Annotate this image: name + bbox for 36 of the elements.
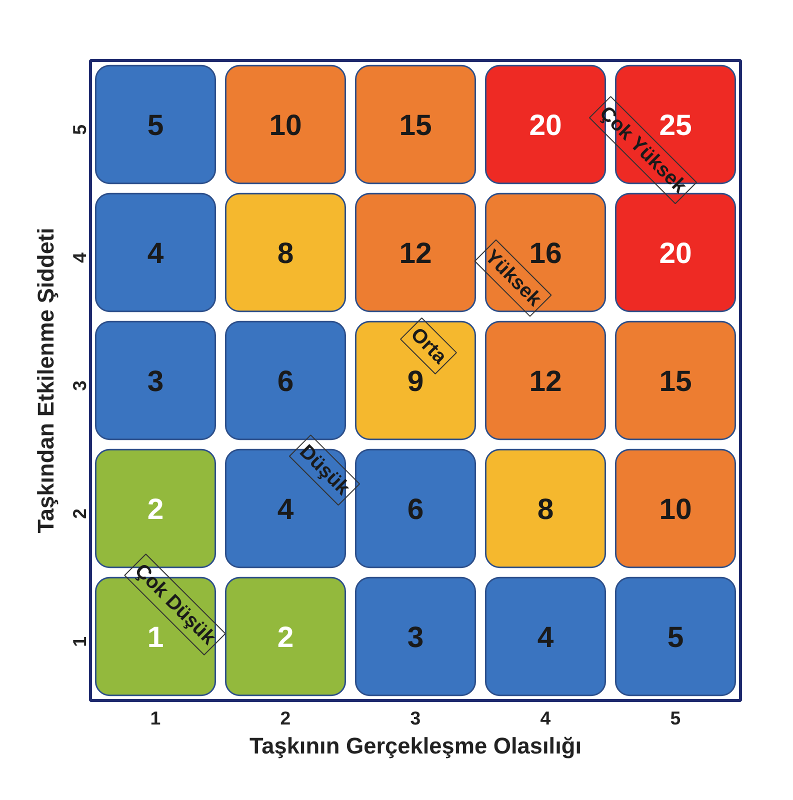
x-axis-title: Taşkının Gerçekleşme Olasılığı [249,732,582,758]
y-tick-label: 5 [69,124,90,135]
data-label: 4 [147,237,164,270]
data-label: 5 [667,621,684,654]
data-label: 20 [529,109,562,142]
data-label: 2 [277,621,294,654]
data-label: 4 [277,493,294,526]
data-label: 15 [659,365,692,398]
data-label: 1 [147,621,164,654]
x-tick-label: 5 [670,708,681,728]
data-label: 4 [537,621,554,654]
data-label: 12 [529,365,562,398]
data-label: 12 [399,237,432,270]
y-axis-title: Taşkından Etkilenme Şiddeti [32,228,58,534]
y-tick-label: 1 [69,636,90,647]
data-label: 9 [407,365,424,398]
data-label: 3 [407,621,424,654]
x-tick-label: 2 [280,708,291,728]
data-label: 5 [147,109,164,142]
data-label: 6 [277,365,294,398]
data-label: 2 [147,493,164,526]
x-tick-label: 4 [540,708,552,728]
data-label: 8 [277,237,294,270]
y-tick-label: 3 [69,380,90,391]
x-tick-label: 1 [150,708,161,728]
x-tick-label: 3 [410,708,421,728]
data-label: 3 [147,365,164,398]
data-label: 15 [399,109,432,142]
data-label: 10 [269,109,302,142]
data-label: 6 [407,493,424,526]
data-label: 8 [537,493,554,526]
data-label: 20 [659,237,692,270]
data-label: 10 [659,493,692,526]
y-tick-label: 4 [69,252,90,263]
y-tick-label: 2 [69,508,90,519]
data-label: 25 [659,109,692,142]
